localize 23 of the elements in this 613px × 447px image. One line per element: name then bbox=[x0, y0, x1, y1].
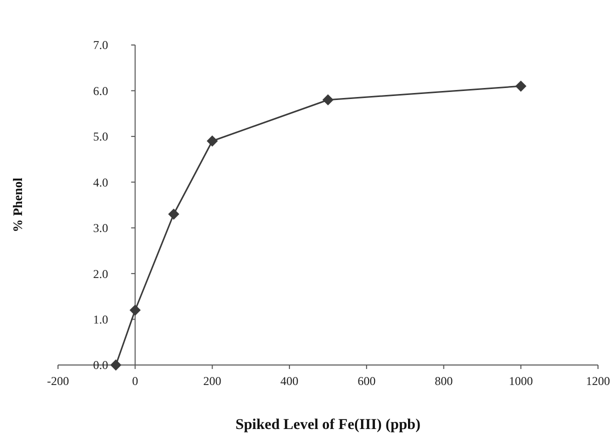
x-tick-label: 600 bbox=[358, 374, 376, 388]
point bbox=[168, 208, 180, 220]
point bbox=[130, 304, 141, 316]
x-tick-label: 1200 bbox=[586, 374, 610, 388]
y-tick-label: 3.0 bbox=[93, 221, 108, 236]
x-tick-label: 0 bbox=[132, 374, 138, 388]
y-tick-label: 6.0 bbox=[93, 84, 108, 98]
x-tick-label: 800 bbox=[434, 374, 453, 388]
point bbox=[110, 360, 122, 370]
point bbox=[206, 136, 218, 146]
point bbox=[515, 80, 526, 92]
y-tick-label: 4.0 bbox=[93, 175, 108, 190]
y-tick-label: 7.0 bbox=[93, 38, 108, 52]
y-tick-label: 1.0 bbox=[93, 312, 108, 326]
x-tick-label: 400 bbox=[280, 374, 298, 388]
point bbox=[322, 94, 334, 106]
x-tick-label: 1000 bbox=[508, 374, 533, 388]
y-tick-label: 5.0 bbox=[93, 130, 108, 144]
y-axis-title: % Phenol bbox=[10, 177, 25, 232]
x-tick-label: 200 bbox=[203, 374, 222, 388]
x-tick-label: -200 bbox=[47, 374, 69, 388]
x-axis-title: Spiked Level of Fe(III) (ppb) bbox=[235, 417, 421, 433]
y-tick-label: 2.0 bbox=[93, 266, 108, 281]
